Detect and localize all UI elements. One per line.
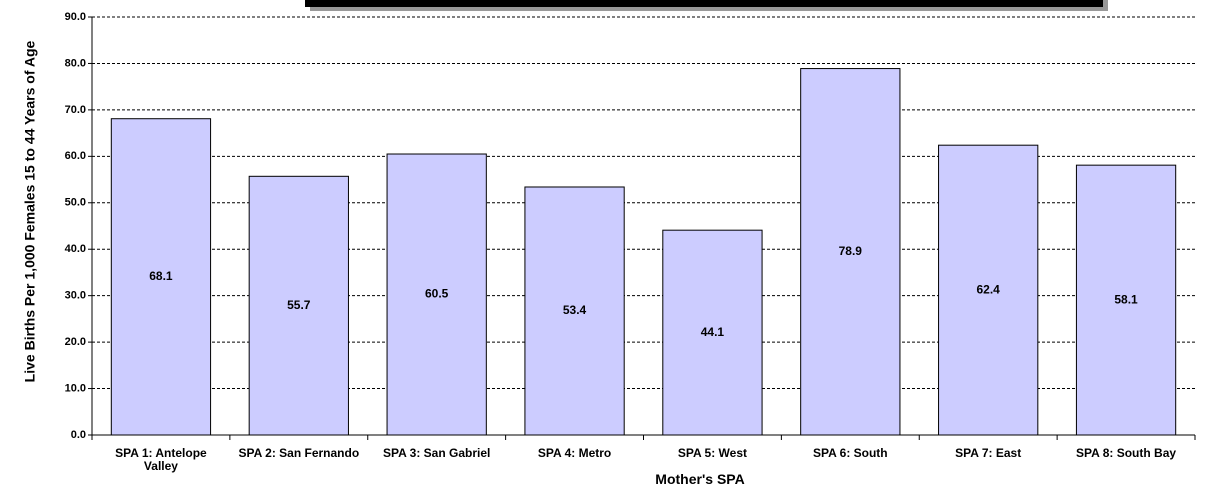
y-tick-label: 80.0 bbox=[65, 57, 86, 69]
bar bbox=[1075, 164, 1177, 436]
bar bbox=[386, 153, 487, 436]
x-tick-label: SPA 6: South bbox=[812, 446, 888, 460]
title-box bbox=[305, 0, 1103, 7]
data-label: 68.1 bbox=[149, 269, 173, 283]
bar bbox=[800, 68, 901, 436]
data-label: 53.4 bbox=[563, 303, 587, 317]
y-tick-label: 70.0 bbox=[65, 104, 86, 116]
y-axis-label: Live Births Per 1,000 Females 15 to 44 Y… bbox=[21, 40, 38, 383]
y-tick-label: 30.0 bbox=[65, 290, 86, 302]
x-tick-label: SPA 5: West bbox=[677, 446, 747, 460]
data-label: 60.5 bbox=[425, 287, 449, 301]
y-tick-label: 20.0 bbox=[65, 336, 86, 348]
data-label: 58.1 bbox=[1114, 292, 1138, 306]
bar bbox=[938, 144, 1039, 436]
bar bbox=[662, 229, 763, 436]
y-tick-label: 90.0 bbox=[65, 11, 86, 23]
x-axis-label: Mother's SPA bbox=[655, 471, 745, 487]
bar bbox=[110, 118, 212, 436]
data-label: 78.9 bbox=[839, 244, 863, 258]
data-label: 62.4 bbox=[977, 282, 1001, 296]
x-tick-label: SPA 2: San Fernando bbox=[238, 446, 360, 460]
y-tick-label: 50.0 bbox=[65, 197, 86, 209]
x-tick-label: SPA 4: Metro bbox=[537, 446, 612, 460]
y-tick-label: 0.0 bbox=[71, 429, 86, 441]
bar bbox=[248, 175, 349, 436]
y-tick-label: 40.0 bbox=[65, 243, 86, 255]
data-label: 44.1 bbox=[701, 325, 725, 339]
data-label: 55.7 bbox=[287, 298, 311, 312]
x-tick-label: SPA 3: San Gabriel bbox=[383, 446, 491, 460]
y-tick-label: 60.0 bbox=[65, 150, 86, 162]
x-tick-label: SPA 7: East bbox=[955, 446, 1022, 460]
x-tick-label: SPA 8: South Bay bbox=[1076, 446, 1177, 460]
bar bbox=[524, 186, 625, 436]
x-tick-label: SPA 1: Antelope Valley bbox=[115, 446, 207, 473]
y-tick-label: 10.0 bbox=[65, 382, 86, 394]
